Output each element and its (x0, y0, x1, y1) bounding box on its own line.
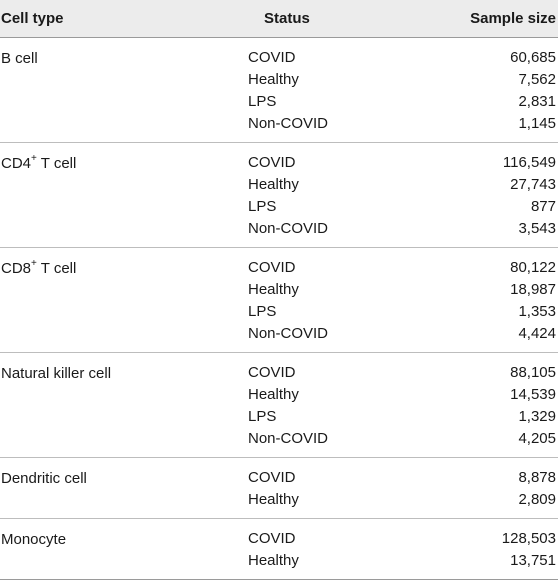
table-row: COVID 116,549 (0, 152, 558, 174)
header-sample-size: Sample size (470, 10, 556, 27)
cell-group: CD4+ T cell COVID 116,549 Healthy 27,743 LPS 8… (0, 143, 558, 248)
status-cell: Healthy (248, 491, 299, 508)
cell-type-name: B cell (1, 50, 38, 67)
table-row: LPS 1,329 (0, 406, 558, 428)
table-header: Cell type Status Sample size (0, 0, 558, 38)
cell-type-name: CD4 (1, 155, 32, 172)
sample-size-cell: 128,503 (501, 530, 556, 547)
sample-size-cell: 4,205 (518, 430, 556, 447)
sample-size-cell: 88,105 (510, 364, 556, 381)
status-cell: COVID (248, 49, 296, 66)
sample-size-cell: 1,329 (518, 408, 556, 425)
sample-size-cell: 7,562 (518, 71, 556, 88)
sample-size-cell: 877 (530, 198, 556, 215)
cell-type-suffix: T cell (36, 155, 77, 172)
table-row: COVID 8,878 (0, 467, 558, 489)
status-cell: LPS (248, 408, 277, 425)
cell-type-suffix: T cell (36, 260, 77, 277)
table-row: Healthy 7,562 (0, 69, 558, 91)
cell-type-name: Natural killer cell (1, 365, 112, 382)
status-cell: COVID (248, 259, 296, 276)
cell-type-label: Dendritic cell (1, 470, 87, 488)
sample-size-cell: 1,145 (518, 115, 556, 132)
table-row: COVID 80,122 (0, 257, 558, 279)
status-cell: Non-COVID (248, 430, 329, 447)
table-row: COVID 60,685 (0, 47, 558, 69)
table-row: COVID 128,503 (0, 528, 558, 550)
status-cell: Healthy (248, 176, 299, 193)
table-row: Non-COVID 4,205 (0, 428, 558, 450)
sample-size-cell: 80,122 (510, 259, 556, 276)
sample-size-cell: 116,549 (502, 154, 556, 171)
sample-size-cell: 13,751 (510, 552, 556, 569)
cell-type-label: Natural killer cell (1, 365, 111, 383)
cell-type-label: CD4+ T cell (1, 153, 77, 173)
status-cell: LPS (248, 303, 277, 320)
sample-size-cell: 14,539 (510, 386, 556, 403)
status-cell: Non-COVID (248, 325, 329, 342)
sample-size-cell: 2,809 (518, 491, 556, 508)
table-row: Healthy 27,743 (0, 174, 558, 196)
header-status: Status (264, 10, 310, 27)
table-row: LPS 2,831 (0, 91, 558, 113)
cell-type-label: CD8+ T cell (1, 258, 77, 278)
sample-size-cell: 4,424 (518, 325, 556, 342)
table-row: Healthy 18,987 (0, 279, 558, 301)
table-row: Healthy 14,539 (0, 384, 558, 406)
sample-size-cell: 2,831 (518, 93, 556, 110)
cell-group: CD8+ T cell COVID 80,122 Healthy 18,987 LPS 1,… (0, 248, 558, 353)
table-row: Healthy 2,809 (0, 489, 558, 511)
table-row: Non-COVID 4,424 (0, 323, 558, 345)
header-cell-type: Cell type (1, 10, 64, 27)
table-row: LPS 1,353 (0, 301, 558, 323)
cell-type-label: B cell (1, 50, 38, 68)
status-cell: Non-COVID (248, 220, 329, 237)
status-cell: Healthy (248, 281, 299, 298)
table-row: Non-COVID 3,543 (0, 218, 558, 240)
status-cell: Healthy (248, 552, 299, 569)
table-row: Healthy 13,751 (0, 550, 558, 572)
cell-group: Dendritic cell COVID 8,878 Healthy 2,809 (0, 458, 558, 519)
status-cell: Non-COVID (248, 115, 329, 132)
cell-type-name: Dendritic cell (1, 470, 87, 487)
cell-group: Natural killer cell COVID 88,105 Healthy 14,… (0, 353, 558, 458)
cell-type-superscript: + (31, 153, 37, 164)
status-cell: COVID (248, 530, 296, 547)
cell-type-superscript: + (31, 258, 37, 269)
status-cell: LPS (248, 198, 277, 215)
sample-size-cell: 8,878 (518, 469, 556, 486)
cell-group: B cell COVID 60,685 Healthy 7,562 LPS 2,831 Non… (0, 38, 558, 143)
status-cell: COVID (248, 154, 296, 171)
sample-size-cell: 27,743 (510, 176, 556, 193)
sample-size-cell: 18,987 (510, 281, 556, 298)
sample-size-cell: 3,543 (518, 220, 556, 237)
cell-group: Monocyte COVID 128,503 Healthy 13,751 (0, 519, 558, 580)
cell-type-name: CD8 (1, 260, 32, 277)
status-cell: COVID (248, 364, 296, 381)
sample-size-cell: 60,685 (510, 49, 556, 66)
status-cell: Healthy (248, 386, 299, 403)
table-row: LPS 877 (0, 196, 558, 218)
sample-size-cell: 1,353 (518, 303, 556, 320)
status-cell: Healthy (248, 71, 299, 88)
status-cell: COVID (248, 469, 296, 486)
status-cell: LPS (248, 93, 277, 110)
table-row: COVID 88,105 (0, 362, 558, 384)
table-row: Non-COVID 1,145 (0, 113, 558, 135)
